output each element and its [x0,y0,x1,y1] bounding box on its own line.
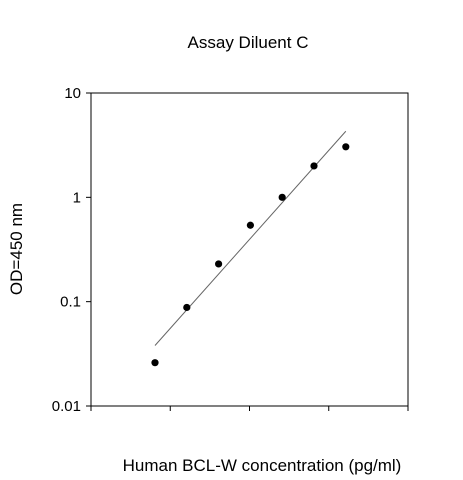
x-axis-label: Human BCL-W concentration (pg/ml) [123,456,402,475]
plot-frame [90,92,409,407]
data-point-5 [278,193,286,201]
y-tick-label-2: 1 [73,189,81,206]
data-point-3 [215,260,223,268]
chart-title: Assay Diluent C [188,33,309,52]
data-point-4 [246,221,254,229]
data-points [151,143,350,367]
data-point-1 [151,359,159,367]
data-point-7 [342,143,350,151]
fit-line [154,130,347,346]
data-point-2 [183,303,191,312]
y-tick-label-3: 10 [64,85,81,102]
x-axis [90,406,409,411]
y-tick-label-1: 0.1 [60,294,81,311]
y-axis: 0.01 0.1 1 10 [52,85,91,415]
data-point-6 [310,162,318,170]
y-tick-label-0: 0.01 [52,398,81,415]
y-axis-label: OD=450 nm [7,203,26,295]
